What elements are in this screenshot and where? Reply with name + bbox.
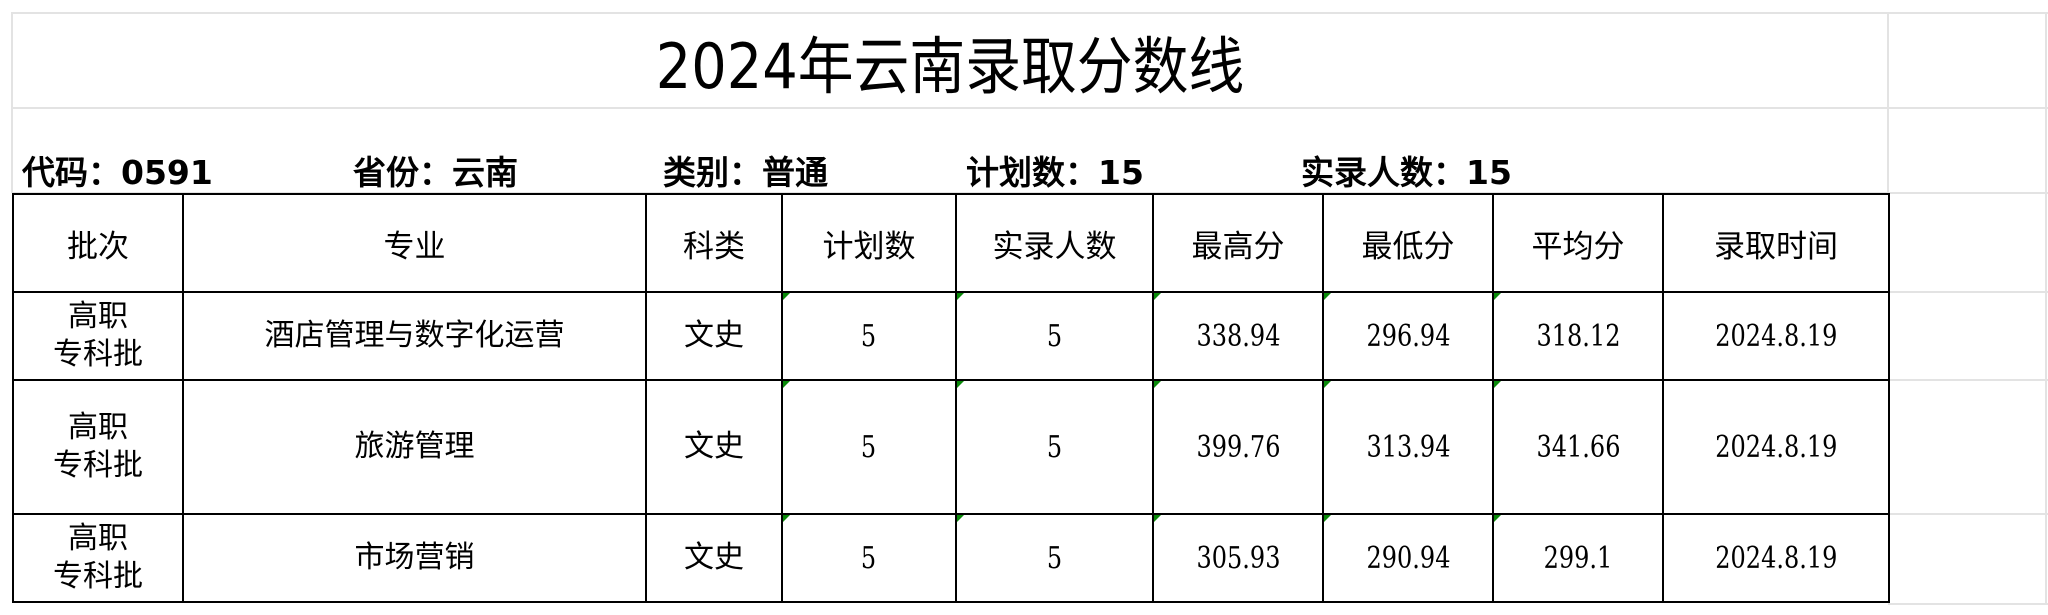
info-label: 计划数： (966, 153, 1098, 192)
cell-value: 2024.8.19 (1714, 540, 1838, 576)
info-code: 代码：0591 (22, 146, 213, 194)
cell-value: 2024.8.19 (1714, 429, 1838, 465)
max-score-cell[interactable]: 305.93 (1152, 513, 1324, 603)
table-row: 高职 专科批 旅游管理 文史 5 5 399.76 313.94 341.66 2… (12, 379, 1890, 515)
header-cell[interactable]: 最低分 (1322, 193, 1494, 293)
major-cell[interactable]: 市场营销 (182, 513, 647, 603)
batch-line: 高职 (68, 299, 128, 334)
category-cell[interactable]: 文史 (645, 379, 783, 515)
min-score-cell[interactable]: 290.94 (1322, 513, 1494, 603)
cell-value: 296.94 (1365, 318, 1450, 354)
category-cell[interactable]: 文史 (645, 513, 783, 603)
min-score-cell[interactable]: 296.94 (1322, 291, 1494, 381)
info-province: 省份：云南 (353, 146, 518, 194)
cell-value: 338.94 (1195, 318, 1280, 354)
sheet-title: 2024年云南录取分数线 (655, 29, 1245, 103)
cell-value: 290.94 (1365, 540, 1450, 576)
batch-line: 专科批 (53, 337, 143, 372)
gridline (11, 12, 13, 193)
cell-value: 313.94 (1365, 429, 1450, 465)
header-cell[interactable]: 实录人数 (955, 193, 1154, 293)
cell-value: 5 (861, 540, 877, 576)
header-cell[interactable]: 最高分 (1152, 193, 1324, 293)
table-row: 高职 专科批 市场营销 文史 5 5 305.93 290.94 299.1 20… (12, 513, 1890, 603)
gridline (1888, 379, 2048, 381)
table-row: 高职 专科批 酒店管理与数字化运营 文史 5 5 338.94 296.94 31… (12, 291, 1890, 381)
header-cell[interactable]: 科类 (645, 193, 783, 293)
header-row: 批次 专业 科类 计划数 实录人数 最高分 最低分 平均分 录取时间 (12, 193, 1890, 293)
gridline (12, 12, 2048, 14)
gridline (1888, 603, 2048, 605)
gridline (1887, 12, 1889, 193)
avg-score-cell[interactable]: 318.12 (1492, 291, 1664, 381)
info-label: 实录人数： (1301, 153, 1466, 192)
admitted-cell[interactable]: 5 (955, 513, 1154, 603)
plan-cell[interactable]: 5 (781, 379, 957, 515)
info-value: 0591 (121, 153, 213, 192)
info-value: 普通 (762, 153, 828, 192)
cell-value: 2024.8.19 (1714, 318, 1838, 354)
gridline (12, 107, 2048, 109)
cell-value: 299.1 (1543, 540, 1613, 576)
date-cell[interactable]: 2024.8.19 (1662, 513, 1890, 603)
avg-score-cell[interactable]: 341.66 (1492, 379, 1664, 515)
cell-value: 5 (1046, 318, 1063, 354)
info-admitted: 实录人数：15 (1301, 146, 1512, 194)
batch-cell[interactable]: 高职 专科批 (12, 513, 184, 603)
batch-cell[interactable]: 高职 专科批 (12, 379, 184, 515)
cell-value: 399.76 (1195, 429, 1280, 465)
batch-line: 高职 (68, 410, 128, 445)
major-cell[interactable]: 旅游管理 (182, 379, 647, 515)
info-value: 15 (1466, 153, 1512, 192)
score-table: 批次 专业 科类 计划数 实录人数 最高分 最低分 平均分 录取时间 高职 专科批… (12, 193, 1890, 603)
gridline (1888, 291, 2048, 293)
date-cell[interactable]: 2024.8.19 (1662, 379, 1890, 515)
header-cell[interactable]: 计划数 (781, 193, 957, 293)
date-cell[interactable]: 2024.8.19 (1662, 291, 1890, 381)
batch-line: 高职 (68, 521, 128, 556)
cell-value: 5 (861, 318, 877, 354)
admitted-cell[interactable]: 5 (955, 291, 1154, 381)
cell-value: 318.12 (1535, 318, 1620, 354)
info-value: 云南 (452, 153, 518, 192)
header-cell[interactable]: 录取时间 (1662, 193, 1890, 293)
info-label: 代码： (22, 153, 121, 192)
batch-line: 专科批 (53, 448, 143, 483)
gridline (12, 192, 2048, 194)
info-label: 省份： (353, 153, 452, 192)
avg-score-cell[interactable]: 299.1 (1492, 513, 1664, 603)
cell-value: 5 (1046, 429, 1063, 465)
header-cell[interactable]: 批次 (12, 193, 184, 293)
max-score-cell[interactable]: 399.76 (1152, 379, 1324, 515)
header-cell[interactable]: 平均分 (1492, 193, 1664, 293)
info-type: 类别：普通 (663, 146, 828, 194)
cell-value: 341.66 (1535, 429, 1620, 465)
min-score-cell[interactable]: 313.94 (1322, 379, 1494, 515)
cell-value: 5 (1046, 540, 1063, 576)
plan-cell[interactable]: 5 (781, 513, 957, 603)
gridline (2045, 12, 2047, 605)
info-value: 15 (1098, 153, 1144, 192)
batch-cell[interactable]: 高职 专科批 (12, 291, 184, 381)
cell-value: 5 (861, 429, 877, 465)
info-label: 类别： (663, 153, 762, 192)
cell-value: 305.93 (1195, 540, 1280, 576)
admitted-cell[interactable]: 5 (955, 379, 1154, 515)
category-cell[interactable]: 文史 (645, 291, 783, 381)
major-cell[interactable]: 酒店管理与数字化运营 (182, 291, 647, 381)
header-cell[interactable]: 专业 (182, 193, 647, 293)
info-plan: 计划数：15 (966, 146, 1144, 194)
gridline (1888, 513, 2048, 515)
max-score-cell[interactable]: 338.94 (1152, 291, 1324, 381)
batch-line: 专科批 (53, 559, 143, 594)
plan-cell[interactable]: 5 (781, 291, 957, 381)
